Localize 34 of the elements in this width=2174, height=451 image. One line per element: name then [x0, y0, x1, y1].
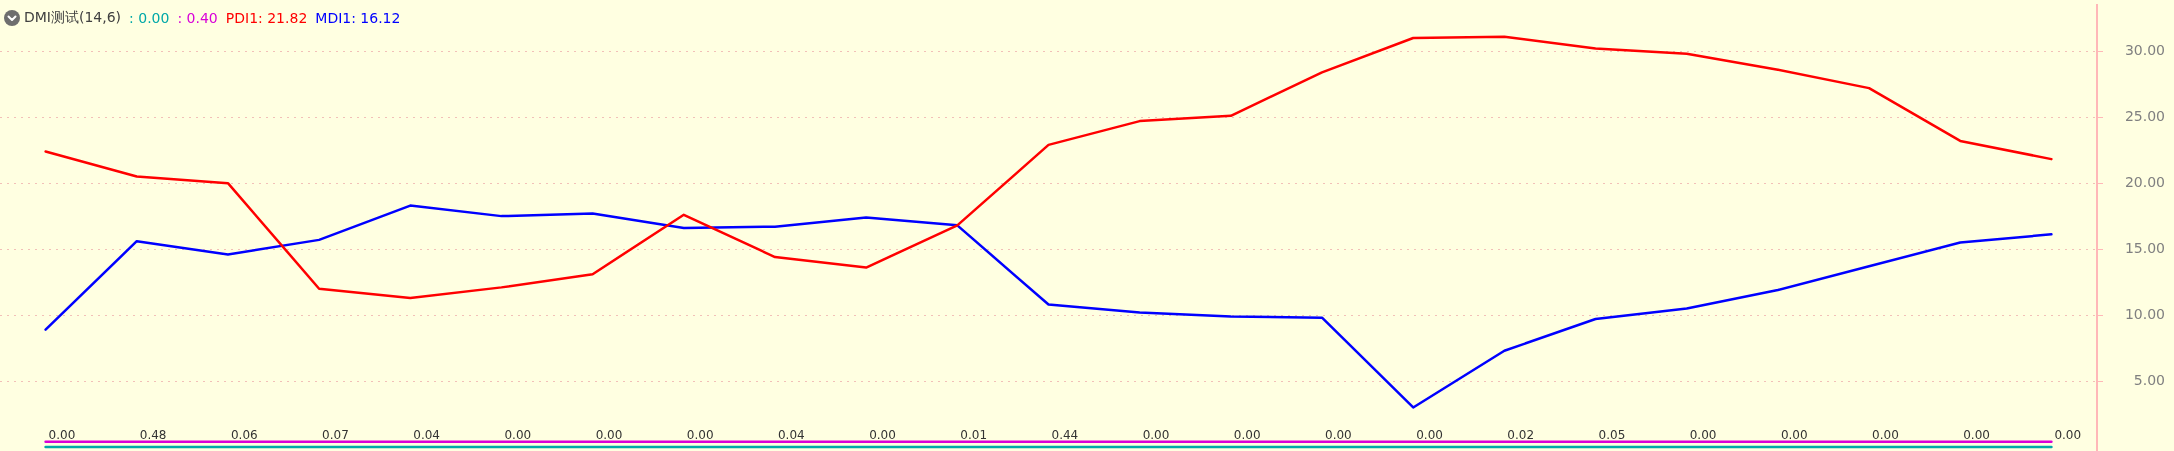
- annotation: 0.01: [960, 428, 988, 442]
- annotation: 0.00: [1689, 428, 1717, 442]
- y-tick-label: 20.00: [2124, 173, 2165, 190]
- y-tick-label: 5.00: [2133, 371, 2165, 388]
- annotation: 0.07: [322, 428, 349, 442]
- text: : 0.00: [129, 10, 170, 26]
- annotation: 0.00: [1416, 428, 1443, 442]
- annotation: 0.44: [1051, 428, 1079, 442]
- annotation: 0.06: [230, 428, 258, 442]
- chart-title: DMI测试(14,6): [24, 9, 122, 27]
- annotation: 0.00: [595, 428, 623, 442]
- annotation: 0.00: [1872, 428, 1899, 442]
- annotation: 0.00: [1142, 428, 1170, 442]
- annotation: 0.00: [504, 428, 532, 442]
- annotation: 0.00: [869, 428, 896, 442]
- annotation: 0.00: [686, 428, 714, 442]
- y-tick-label: 25.00: [2124, 107, 2165, 124]
- text: : 0.40: [177, 10, 218, 26]
- annotation: 0.04: [413, 428, 440, 442]
- annotation: 0.00: [1780, 428, 1808, 442]
- annotation: 0.00: [1233, 428, 1261, 442]
- y-tick-label: 15.00: [2124, 239, 2165, 256]
- annotation: 0.05: [1598, 428, 1626, 442]
- y-tick-label: 10.00: [2124, 305, 2165, 322]
- y-tick-label: 30.00: [2124, 41, 2165, 58]
- text: PDI1: 21.82: [225, 10, 308, 26]
- annotation: 0.02: [1507, 428, 1535, 442]
- annotation: 0.00: [2054, 428, 2082, 442]
- annotation: 0.48: [139, 428, 167, 442]
- annotation: 0.00: [1325, 428, 1352, 442]
- annotation: 0.00: [1963, 428, 1990, 442]
- annotation: 0.00: [48, 428, 76, 442]
- annotation: 0.04: [777, 428, 805, 442]
- text: MDI1: 16.12: [315, 10, 401, 26]
